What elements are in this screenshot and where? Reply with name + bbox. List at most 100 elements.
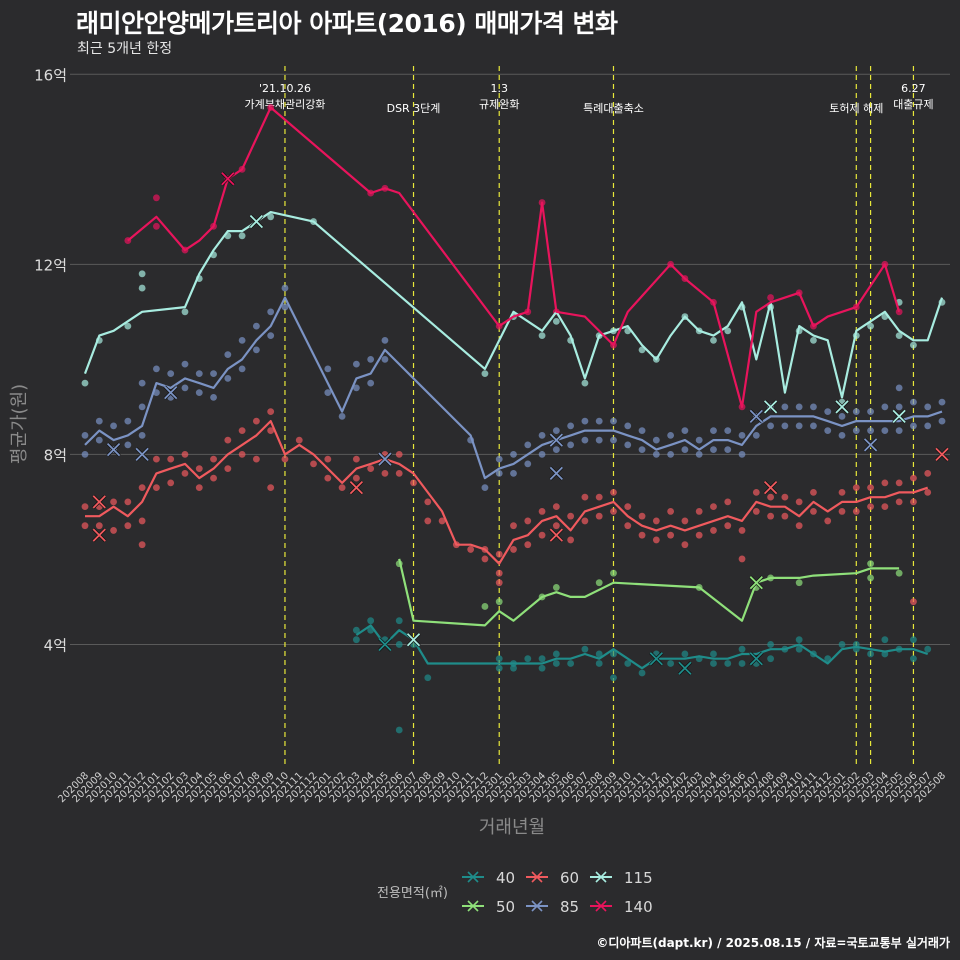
data-point-60 — [124, 498, 132, 506]
data-point-40 — [395, 617, 403, 625]
cross-stroke — [406, 633, 421, 647]
data-point-85 — [324, 365, 332, 373]
data-point-85 — [538, 450, 546, 458]
cross-marker-40 — [677, 661, 693, 676]
data-point-60 — [924, 489, 932, 496]
data-point-60 — [281, 455, 289, 463]
data-point-85 — [824, 427, 832, 435]
cross-stroke — [549, 433, 563, 447]
data-point-50 — [481, 603, 489, 610]
data-point-60 — [781, 512, 789, 520]
data-point-85 — [710, 446, 717, 454]
data-point-85 — [767, 422, 774, 430]
data-point-85 — [253, 346, 260, 354]
data-point-115 — [710, 336, 717, 344]
data-point-60 — [738, 527, 746, 534]
data-point-40 — [538, 664, 546, 672]
data-point-60 — [253, 417, 260, 425]
data-point-60 — [595, 512, 603, 520]
data-point-60 — [338, 484, 346, 492]
cross-marker-85 — [377, 452, 393, 467]
legend-item-50: 50 — [462, 898, 515, 916]
legend-item-85: 85 — [526, 898, 579, 916]
data-point-60 — [567, 512, 575, 520]
data-point-85 — [595, 436, 603, 444]
data-point-40 — [681, 650, 689, 658]
cross-marker-85 — [549, 433, 564, 448]
data-point-85 — [524, 441, 532, 449]
grid-lines — [70, 73, 950, 645]
legend-item-140: 140 — [590, 898, 653, 916]
data-point-85 — [324, 389, 332, 397]
data-point-85 — [752, 431, 760, 439]
data-point-60 — [710, 527, 717, 534]
cross-stroke — [892, 409, 906, 424]
data-point-85 — [81, 431, 89, 439]
cross-marker-50 — [749, 575, 764, 590]
data-point-85 — [781, 422, 789, 430]
data-point-60 — [567, 536, 575, 544]
data-point-60 — [724, 498, 732, 506]
data-point-85 — [638, 446, 646, 454]
data-point-60 — [867, 484, 874, 492]
legend-item-40: 40 — [462, 869, 515, 887]
data-point-40 — [738, 660, 746, 667]
legend-label: 115 — [624, 869, 653, 887]
legend-swatch-cross — [595, 900, 607, 912]
data-point-50 — [552, 584, 560, 591]
data-point-85 — [495, 455, 503, 463]
data-point-60 — [738, 555, 746, 563]
event-label: 1.3 — [490, 82, 508, 95]
data-point-60 — [181, 469, 189, 477]
data-point-60 — [838, 489, 846, 496]
data-point-40 — [581, 645, 589, 653]
data-point-85 — [595, 417, 603, 425]
data-point-85 — [681, 446, 689, 454]
data-point-85 — [195, 389, 203, 397]
data-point-85 — [567, 441, 575, 449]
data-point-85 — [810, 403, 817, 411]
series-line-85 — [84, 296, 943, 480]
data-point-60 — [95, 522, 103, 530]
data-point-85 — [124, 441, 132, 449]
data-point-60 — [867, 503, 874, 511]
data-point-50 — [595, 579, 603, 587]
data-point-85 — [867, 408, 874, 416]
data-point-60 — [667, 508, 675, 515]
data-point-85 — [895, 384, 903, 392]
legend-label: 40 — [496, 869, 515, 887]
data-point-85 — [267, 332, 275, 339]
data-point-85 — [910, 398, 917, 406]
data-point-85 — [281, 303, 289, 311]
data-point-140 — [153, 222, 160, 230]
data-point-85 — [124, 417, 132, 425]
data-point-40 — [395, 641, 403, 648]
data-point-40 — [424, 674, 432, 682]
x-axis-label: 거래년월 — [479, 817, 545, 838]
data-point-40 — [638, 669, 646, 677]
data-point-60 — [752, 508, 760, 515]
data-point-60 — [810, 489, 817, 496]
legend-label: 50 — [496, 898, 515, 916]
data-point-85 — [81, 450, 89, 458]
y-tick-label: 8억 — [44, 446, 67, 464]
data-point-115 — [810, 336, 817, 344]
data-point-60 — [881, 479, 889, 487]
data-point-85 — [181, 360, 189, 368]
legend-swatch-cross — [595, 871, 607, 883]
data-point-115 — [238, 232, 246, 240]
data-point-60 — [324, 455, 332, 463]
data-point-85 — [667, 450, 675, 458]
data-point-85 — [95, 436, 103, 444]
data-point-115 — [538, 332, 546, 339]
cross-marker-115 — [249, 214, 264, 229]
data-point-85 — [695, 436, 703, 444]
data-point-50 — [795, 579, 803, 587]
legend-title: 전용면적(㎡) — [377, 886, 448, 901]
data-point-60 — [524, 517, 532, 525]
legend-swatch-cross — [467, 900, 479, 912]
cross-stroke — [749, 409, 763, 424]
data-point-60 — [895, 498, 903, 506]
data-point-60 — [538, 508, 546, 515]
data-point-85 — [238, 365, 246, 373]
